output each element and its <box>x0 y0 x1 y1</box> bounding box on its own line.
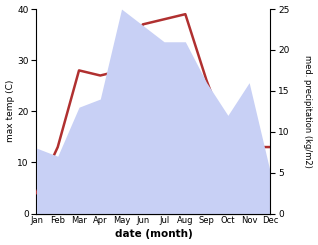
X-axis label: date (month): date (month) <box>114 230 192 239</box>
Y-axis label: max temp (C): max temp (C) <box>5 80 15 142</box>
Y-axis label: med. precipitation (kg/m2): med. precipitation (kg/m2) <box>303 55 313 168</box>
